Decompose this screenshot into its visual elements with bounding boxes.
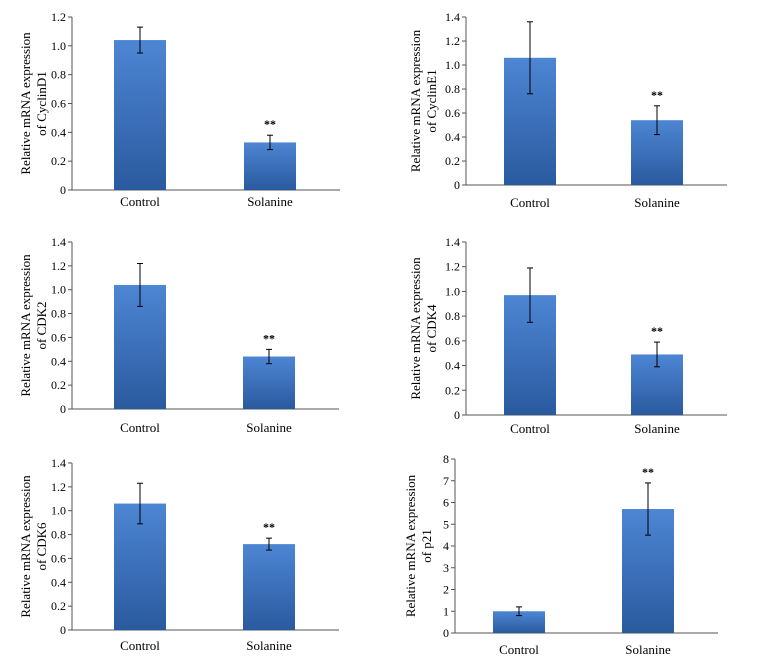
significance-marker: ** xyxy=(264,117,276,131)
bar-solanine xyxy=(243,544,295,630)
y-tick-label: 4 xyxy=(443,539,449,553)
y-tick-label: 1.4 xyxy=(51,456,66,470)
significance-marker: ** xyxy=(263,331,275,345)
category-label: Solanine xyxy=(246,420,292,435)
y-tick-label: 1.4 xyxy=(445,235,460,249)
y-tick-label: 0.2 xyxy=(51,599,66,613)
y-axis-title: of p21 xyxy=(419,529,434,563)
y-tick-label: 0.6 xyxy=(51,551,66,565)
bar-solanine xyxy=(244,142,296,190)
significance-marker: ** xyxy=(651,88,663,102)
bar-control xyxy=(114,503,166,630)
y-tick-label: 0.6 xyxy=(51,330,66,344)
y-tick-label: 0.2 xyxy=(51,378,66,392)
category-label: Control xyxy=(510,195,550,210)
y-tick-label: 0.4 xyxy=(445,130,460,144)
y-axis-title: Relative mRNA expression xyxy=(408,29,423,172)
chart-panel-4: 0 0.2 0.4 0.6 0.8 1.0 1.2 1.4 Control ** Solanine R… xyxy=(408,235,727,436)
y-tick-label: 0 xyxy=(60,623,66,637)
y-tick-label: 0.2 xyxy=(51,154,66,168)
y-axis-title: Relative mRNA expression xyxy=(18,32,33,175)
category-label: Solanine xyxy=(625,642,671,657)
y-tick-label: 0 xyxy=(60,402,66,416)
y-tick-label: 0.4 xyxy=(51,125,66,139)
y-tick-label: 0 xyxy=(454,408,460,422)
y-tick-label: 6 xyxy=(443,496,449,510)
chart-panel-5: 0 0.2 0.4 0.6 0.8 1.0 1.2 1.4 Control ** Solanine R… xyxy=(18,456,339,653)
category-label: Control xyxy=(510,421,550,436)
y-tick-label: 1.0 xyxy=(51,283,66,297)
y-tick-label: 1.4 xyxy=(51,235,66,249)
y-tick-label: 0.8 xyxy=(445,82,460,96)
y-axis-title: of CDK2 xyxy=(34,301,49,349)
category-label: Control xyxy=(120,420,160,435)
y-tick-label: 8 xyxy=(443,452,449,466)
chart-panel-3: 0 0.2 0.4 0.6 0.8 1.0 1.2 1.4 Control ** Solanine R… xyxy=(18,235,339,435)
y-tick-label: 0.6 xyxy=(51,97,66,111)
category-label: Solanine xyxy=(634,421,680,436)
y-axis-title: of CDK4 xyxy=(424,304,439,353)
category-label: Solanine xyxy=(247,194,293,209)
chart-panel-2: 0 0.2 0.4 0.6 0.8 1.0 1.2 1.4 Control ** Solanine R… xyxy=(408,10,727,210)
y-tick-label: 0.8 xyxy=(51,307,66,321)
bar-control xyxy=(114,40,166,190)
y-tick-label: 0 xyxy=(60,183,66,197)
y-axis-title: of CDK6 xyxy=(34,522,49,571)
category-label: Control xyxy=(499,642,539,657)
category-label: Solanine xyxy=(634,195,680,210)
y-tick-label: 0.4 xyxy=(51,575,66,589)
y-tick-label: 3 xyxy=(443,561,449,575)
y-tick-label: 0.2 xyxy=(445,383,460,397)
y-tick-label: 1.2 xyxy=(445,260,460,274)
y-axis-title: Relative mRNA expression xyxy=(403,474,418,617)
y-tick-label: 0 xyxy=(454,178,460,192)
y-tick-label: 0.2 xyxy=(445,154,460,168)
category-label: Solanine xyxy=(246,638,292,653)
y-tick-label: 7 xyxy=(443,474,449,488)
y-tick-label: 1.0 xyxy=(445,58,460,72)
chart-panel-6: 0 1 2 3 4 5 6 7 8 Control ** Solanine Relative mRNA … xyxy=(403,452,718,657)
y-axis-title: of CyclinD1 xyxy=(34,71,49,136)
y-tick-label: 1.2 xyxy=(51,259,66,273)
y-tick-label: 1.2 xyxy=(445,34,460,48)
significance-marker: ** xyxy=(263,520,275,534)
bar-control xyxy=(493,611,545,633)
y-tick-label: 1.4 xyxy=(445,10,460,24)
y-tick-label: 1 xyxy=(443,604,449,618)
y-tick-label: 0.4 xyxy=(51,354,66,368)
y-axis-title: Relative mRNA expression xyxy=(408,257,423,400)
y-tick-label: 1.2 xyxy=(51,480,66,494)
y-tick-label: 0.4 xyxy=(445,359,460,373)
y-tick-label: 0.8 xyxy=(51,68,66,82)
y-tick-label: 2 xyxy=(443,583,449,597)
y-tick-label: 0.6 xyxy=(445,334,460,348)
category-label: Control xyxy=(120,638,160,653)
y-axis-title: Relative mRNA expression xyxy=(18,254,33,397)
significance-marker: ** xyxy=(642,465,654,479)
y-axis-title: Relative mRNA expression xyxy=(18,475,33,618)
significance-marker: ** xyxy=(651,324,663,338)
y-tick-label: 1.0 xyxy=(445,284,460,298)
y-tick-label: 1.0 xyxy=(51,39,66,53)
y-tick-label: 0.8 xyxy=(445,309,460,323)
y-tick-label: 0 xyxy=(443,626,449,640)
y-axis-title: of CyclinE1 xyxy=(424,69,439,132)
bar-solanine xyxy=(243,356,295,409)
y-tick-label: 0.6 xyxy=(445,106,460,120)
category-label: Control xyxy=(120,194,160,209)
y-tick-label: 5 xyxy=(443,517,449,531)
y-tick-label: 1.2 xyxy=(51,10,66,24)
chart-panel-1: 0 0.2 0.4 0.6 0.8 1.0 1.2 Control ** Solanine Rela… xyxy=(18,10,340,209)
y-tick-label: 1.0 xyxy=(51,504,66,518)
y-tick-label: 0.8 xyxy=(51,528,66,542)
